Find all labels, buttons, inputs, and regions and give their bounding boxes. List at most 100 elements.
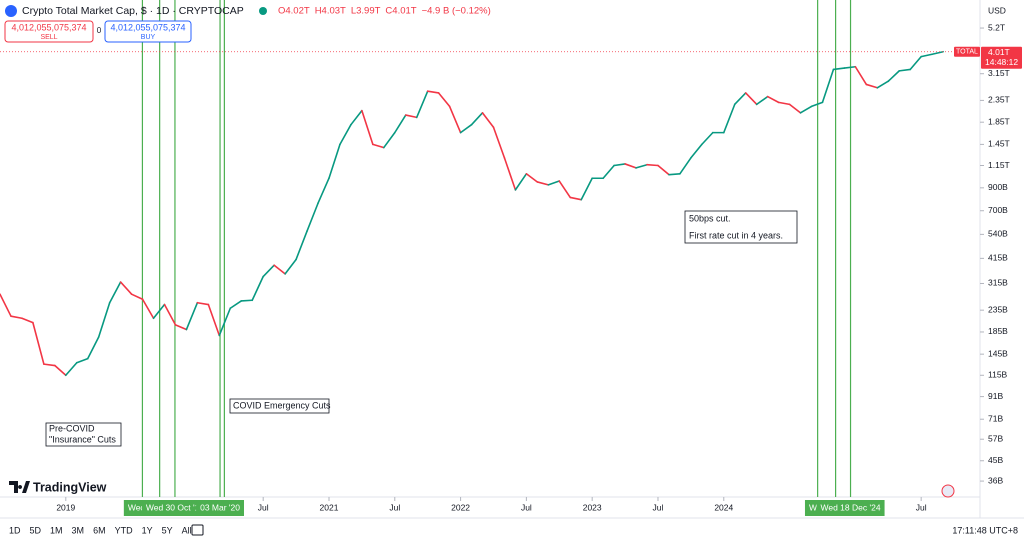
logo-text[interactable]: TradingView: [33, 480, 107, 494]
price-segment: [876, 80, 890, 89]
price-segment: [821, 68, 835, 104]
price-segment: [218, 307, 232, 337]
logo-icon: [9, 481, 30, 493]
price-segment: [635, 163, 648, 169]
range-button[interactable]: YTD: [115, 525, 134, 535]
chart-title: Crypto Total Market Cap, $ · 1D · CRYPTO…: [22, 5, 244, 17]
price-segment: [898, 68, 912, 72]
price-segment: [810, 101, 824, 108]
symbol-tag-box: [954, 46, 980, 57]
clock[interactable]: 17:11:48 UTC+8: [952, 525, 1018, 535]
price-segment: [196, 301, 210, 306]
x-tick-label: 2019: [56, 502, 75, 512]
price-segment: [854, 65, 868, 86]
y-tick-label: 3.15T: [988, 68, 1010, 78]
range-button[interactable]: 5D: [30, 525, 42, 535]
y-tick-label: 145B: [988, 348, 1008, 358]
range-button[interactable]: 1Y: [142, 525, 153, 535]
y-tick-label: 36B: [988, 475, 1003, 485]
ohlc-value: C4.01T: [385, 6, 416, 17]
x-tick-label: 2021: [320, 502, 339, 512]
price-segment: [97, 301, 111, 338]
price-segment: [404, 114, 418, 119]
price-segment: [766, 95, 780, 104]
sell-button[interactable]: [4, 20, 94, 43]
price-segment: [646, 163, 659, 167]
buy-price[interactable]: 4,012,055,075,374: [110, 22, 185, 32]
price-segment: [240, 299, 254, 302]
y-tick-label: 2.35T: [988, 95, 1010, 105]
price-segment: [64, 361, 78, 377]
y-tick-label: 57B: [988, 433, 1003, 443]
marker-label: 03 Mar '20: [196, 500, 245, 516]
price-segment: [174, 324, 188, 331]
price-segment: [843, 65, 857, 69]
price-segment: [668, 172, 681, 176]
x-tick-label: Jul: [916, 502, 927, 512]
price-segment: [32, 321, 45, 365]
marker-label-box: [196, 500, 245, 516]
marker-label-text: Wed 18 Dec '24: [821, 502, 881, 512]
range-button[interactable]: 5Y: [162, 525, 173, 535]
price-segment: [744, 92, 758, 106]
currency[interactable]: USD: [988, 5, 1006, 15]
range-button[interactable]: 6M: [93, 525, 106, 535]
price-segment: [339, 123, 352, 146]
price-segment: [602, 164, 615, 180]
buy-button[interactable]: [104, 20, 192, 43]
y-tick-label: 1.45T: [988, 139, 1010, 149]
annotation-box: [229, 398, 330, 414]
price-segment: [108, 281, 122, 304]
price-segment: [306, 202, 319, 232]
y-tick-label: 1.85T: [988, 116, 1010, 126]
price-segment: [350, 109, 363, 126]
x-tick-label: Jul: [389, 502, 400, 512]
price-segment: [558, 180, 572, 199]
price-segment: [777, 101, 791, 106]
price-segment: [328, 143, 341, 180]
range-button[interactable]: All: [182, 525, 192, 535]
annotation-text: Pre-COVID: [49, 423, 95, 433]
price-segment: [10, 315, 23, 320]
price-segment: [799, 105, 813, 114]
marker-label-text: 03 Mar '20: [200, 502, 240, 512]
price-segment: [163, 303, 177, 326]
price-segment: [372, 143, 385, 149]
annotation-text: First rate cut in 4 years.: [689, 230, 783, 240]
price-segment: [492, 126, 506, 159]
price-segment: [755, 95, 769, 106]
price-segment: [865, 83, 879, 89]
price-segment: [701, 131, 714, 146]
annotation-box: [684, 210, 798, 244]
y-tick-label: 540B: [988, 229, 1008, 239]
buy-label[interactable]: BUY: [141, 34, 156, 41]
x-tick-label: 2022: [451, 502, 470, 512]
calendar-icon[interactable]: [191, 524, 204, 536]
price-segment: [470, 112, 484, 126]
y-tick-label: 45B: [988, 455, 1003, 465]
price-segment: [931, 50, 944, 56]
price-segment: [229, 300, 243, 310]
range-button[interactable]: 3M: [72, 525, 85, 535]
price-segment: [361, 109, 374, 146]
y-tick-label: 315B: [988, 278, 1008, 288]
price-segment: [284, 258, 297, 275]
flag-icon[interactable]: [941, 484, 955, 498]
sell-price[interactable]: 4,012,055,075,374: [11, 22, 86, 32]
sell-label[interactable]: SELL: [40, 34, 57, 41]
y-tick-label: 235B: [988, 304, 1008, 314]
range-button[interactable]: 1M: [50, 525, 63, 535]
annotation-text: "Insurance" Cuts: [49, 434, 116, 444]
marker-label-text: Wed 30 Oct '19: [146, 502, 204, 512]
price-segment: [426, 90, 440, 94]
y-tick-label: 5.2T: [988, 22, 1005, 32]
price-segment: [21, 317, 34, 324]
price-segment: [887, 70, 901, 83]
price-segment: [624, 163, 637, 169]
range-button[interactable]: 1D: [9, 525, 21, 535]
ohlc-value: H4.03T: [315, 6, 346, 17]
price-segment: [185, 301, 199, 331]
price-segment: [383, 131, 396, 149]
y-tick-label: 91B: [988, 391, 1003, 401]
x-tick-label: Jul: [653, 502, 664, 512]
